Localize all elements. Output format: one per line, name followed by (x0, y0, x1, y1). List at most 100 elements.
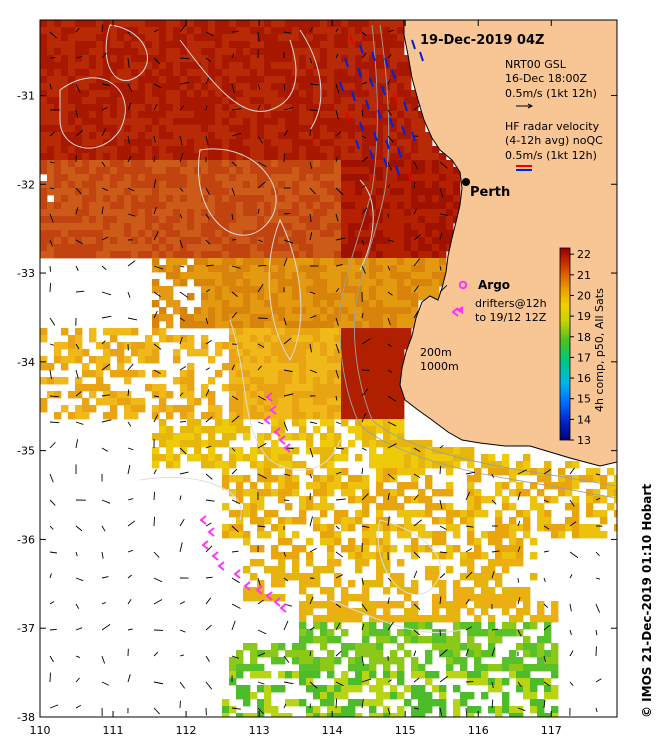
sst-cell (47, 27, 54, 34)
sst-cell (404, 650, 411, 657)
sst-cell (432, 174, 439, 181)
sst-cell (383, 671, 390, 678)
sst-cell (404, 496, 411, 503)
sst-cell (61, 342, 68, 349)
sst-cell (334, 20, 341, 27)
sst-cell (411, 587, 418, 594)
sst-cell (117, 167, 124, 174)
sst-cell (208, 412, 215, 419)
sst-cell (229, 76, 236, 83)
sst-cell (159, 69, 166, 76)
sst-cell (166, 461, 173, 468)
sst-cell (159, 132, 166, 139)
x-tick-label: 115 (395, 724, 416, 737)
sst-cell (47, 391, 54, 398)
sst-cell (383, 454, 390, 461)
sst-cell (369, 629, 376, 636)
sst-cell (159, 41, 166, 48)
sst-cell (383, 538, 390, 545)
sst-cell (474, 573, 481, 580)
sst-cell (257, 132, 264, 139)
sst-cell (257, 433, 264, 440)
sst-cell (124, 174, 131, 181)
sst-cell (397, 223, 404, 230)
sst-cell (355, 650, 362, 657)
sst-cell (180, 118, 187, 125)
sst-cell (236, 510, 243, 517)
sst-cell (306, 20, 313, 27)
sst-cell (229, 167, 236, 174)
sst-cell (306, 181, 313, 188)
drifters-label: drifters@12h (475, 297, 547, 310)
sst-cell (320, 34, 327, 41)
sst-cell (586, 496, 593, 503)
sst-cell (376, 279, 383, 286)
sst-cell (306, 440, 313, 447)
sst-cell (215, 104, 222, 111)
sst-cell (383, 216, 390, 223)
sst-cell (117, 188, 124, 195)
sst-cell (278, 538, 285, 545)
sst-cell (383, 125, 390, 132)
sst-cell (250, 55, 257, 62)
sst-cell (187, 363, 194, 370)
sst-cell (166, 440, 173, 447)
sst-cell (215, 174, 222, 181)
sst-cell (299, 167, 306, 174)
sst-cell (159, 90, 166, 97)
sst-cell (47, 363, 54, 370)
sst-cell (383, 118, 390, 125)
sst-cell (271, 48, 278, 55)
sst-cell (404, 699, 411, 706)
sst-cell (334, 146, 341, 153)
sst-cell (376, 69, 383, 76)
sst-cell (397, 643, 404, 650)
sst-cell (285, 279, 292, 286)
sst-cell (243, 55, 250, 62)
sst-cell (390, 230, 397, 237)
sst-cell (47, 69, 54, 76)
sst-cell (292, 699, 299, 706)
sst-cell (341, 41, 348, 48)
sst-cell (257, 706, 264, 713)
sst-cell (390, 258, 397, 265)
sst-cell (313, 174, 320, 181)
sst-cell (320, 216, 327, 223)
sst-cell (82, 34, 89, 41)
sst-cell (292, 160, 299, 167)
sst-cell (117, 370, 124, 377)
sst-cell (145, 69, 152, 76)
sst-cell (439, 174, 446, 181)
sst-cell (362, 671, 369, 678)
sst-cell (103, 398, 110, 405)
sst-cell (306, 146, 313, 153)
sst-cell (446, 216, 453, 223)
sst-cell (145, 216, 152, 223)
sst-cell (509, 524, 516, 531)
sst-cell (257, 90, 264, 97)
sst-cell (257, 188, 264, 195)
sst-cell (215, 41, 222, 48)
sst-cell (194, 160, 201, 167)
sst-cell (306, 272, 313, 279)
sst-cell (292, 244, 299, 251)
sst-cell (166, 48, 173, 55)
sst-cell (348, 475, 355, 482)
sst-cell (166, 146, 173, 153)
sst-cell (425, 188, 432, 195)
sst-cell (131, 223, 138, 230)
hf-radar-avg: (4-12h avg) noQC (505, 134, 603, 147)
sst-cell (327, 104, 334, 111)
x-tick-label: 114 (322, 724, 343, 737)
sst-cell (348, 615, 355, 622)
sst-cell (201, 412, 208, 419)
sst-cell (166, 76, 173, 83)
sst-cell (320, 202, 327, 209)
sst-cell (208, 426, 215, 433)
sst-cell (152, 328, 159, 335)
sst-cell (257, 251, 264, 258)
sst-cell (229, 454, 236, 461)
sst-cell (425, 195, 432, 202)
sst-cell (250, 27, 257, 34)
sst-cell (544, 692, 551, 699)
